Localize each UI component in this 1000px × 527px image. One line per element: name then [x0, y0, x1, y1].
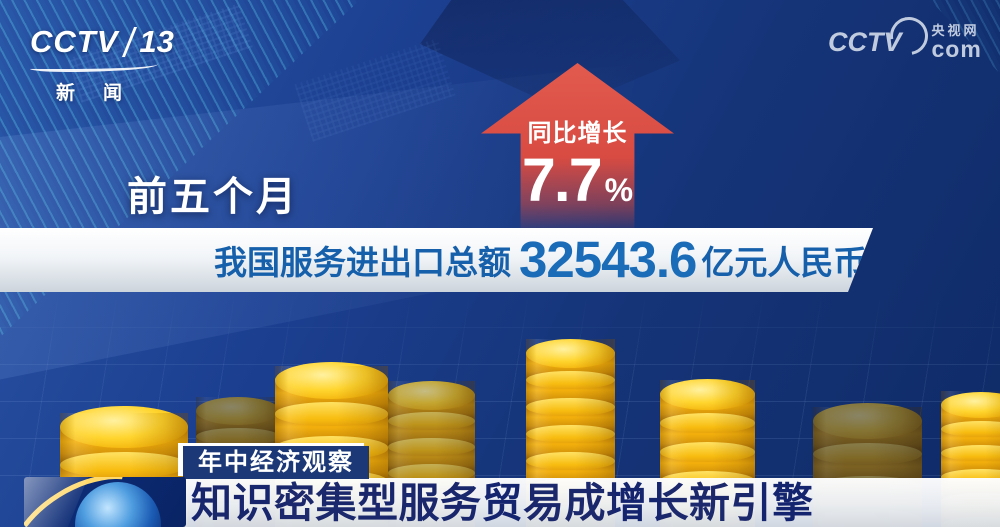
growth-label: 同比增长 — [527, 120, 628, 147]
cctv13-logo: CCTV 13 新闻 — [30, 24, 174, 105]
coin-top-face — [388, 380, 475, 410]
total-amount-prefix: 我国服务进出口总额 — [214, 244, 511, 281]
cctv-com-watermark: CCTV 央视网 com — [828, 9, 982, 62]
growth-value: 7.7 % — [481, 150, 674, 211]
period-label: 前五个月 — [127, 175, 299, 219]
coin-top-face — [60, 406, 188, 448]
total-amount-value: 32543.6 — [519, 230, 697, 288]
coin-top-face — [275, 361, 388, 399]
cctv-logo-text: CCTV — [30, 24, 119, 59]
globe-logo — [24, 477, 186, 527]
total-amount-banner: 我国服务进出口总额 32543.6 亿元人民币 — [0, 228, 873, 292]
headline-strip: 知识密集型服务贸易成增长新引擎 — [177, 478, 1000, 527]
watermark-cctv-text: CCTV — [828, 27, 902, 57]
total-amount-unit: 亿元人民币 — [701, 244, 867, 281]
headline-text: 知识密集型服务贸易成增长新引擎 — [191, 480, 814, 526]
watermark-domain: com — [931, 36, 982, 62]
coin-top-face — [526, 338, 615, 368]
topic-tag: 年中经济观察 — [183, 446, 369, 479]
growth-percent-number: 7.7 — [521, 146, 603, 214]
channel-subtitle: 新闻 — [56, 83, 151, 104]
logo-slash-icon — [122, 27, 138, 57]
coin-top-face — [941, 392, 1000, 418]
coin-top-face — [196, 397, 280, 425]
coin-top-face — [660, 378, 755, 410]
percent-sign: % — [604, 172, 634, 208]
logo-swoosh-icon — [30, 61, 158, 72]
watermark-site-name: 央视网 — [931, 23, 980, 38]
coin-top-face — [813, 403, 922, 439]
channel-number: 13 — [139, 24, 174, 59]
